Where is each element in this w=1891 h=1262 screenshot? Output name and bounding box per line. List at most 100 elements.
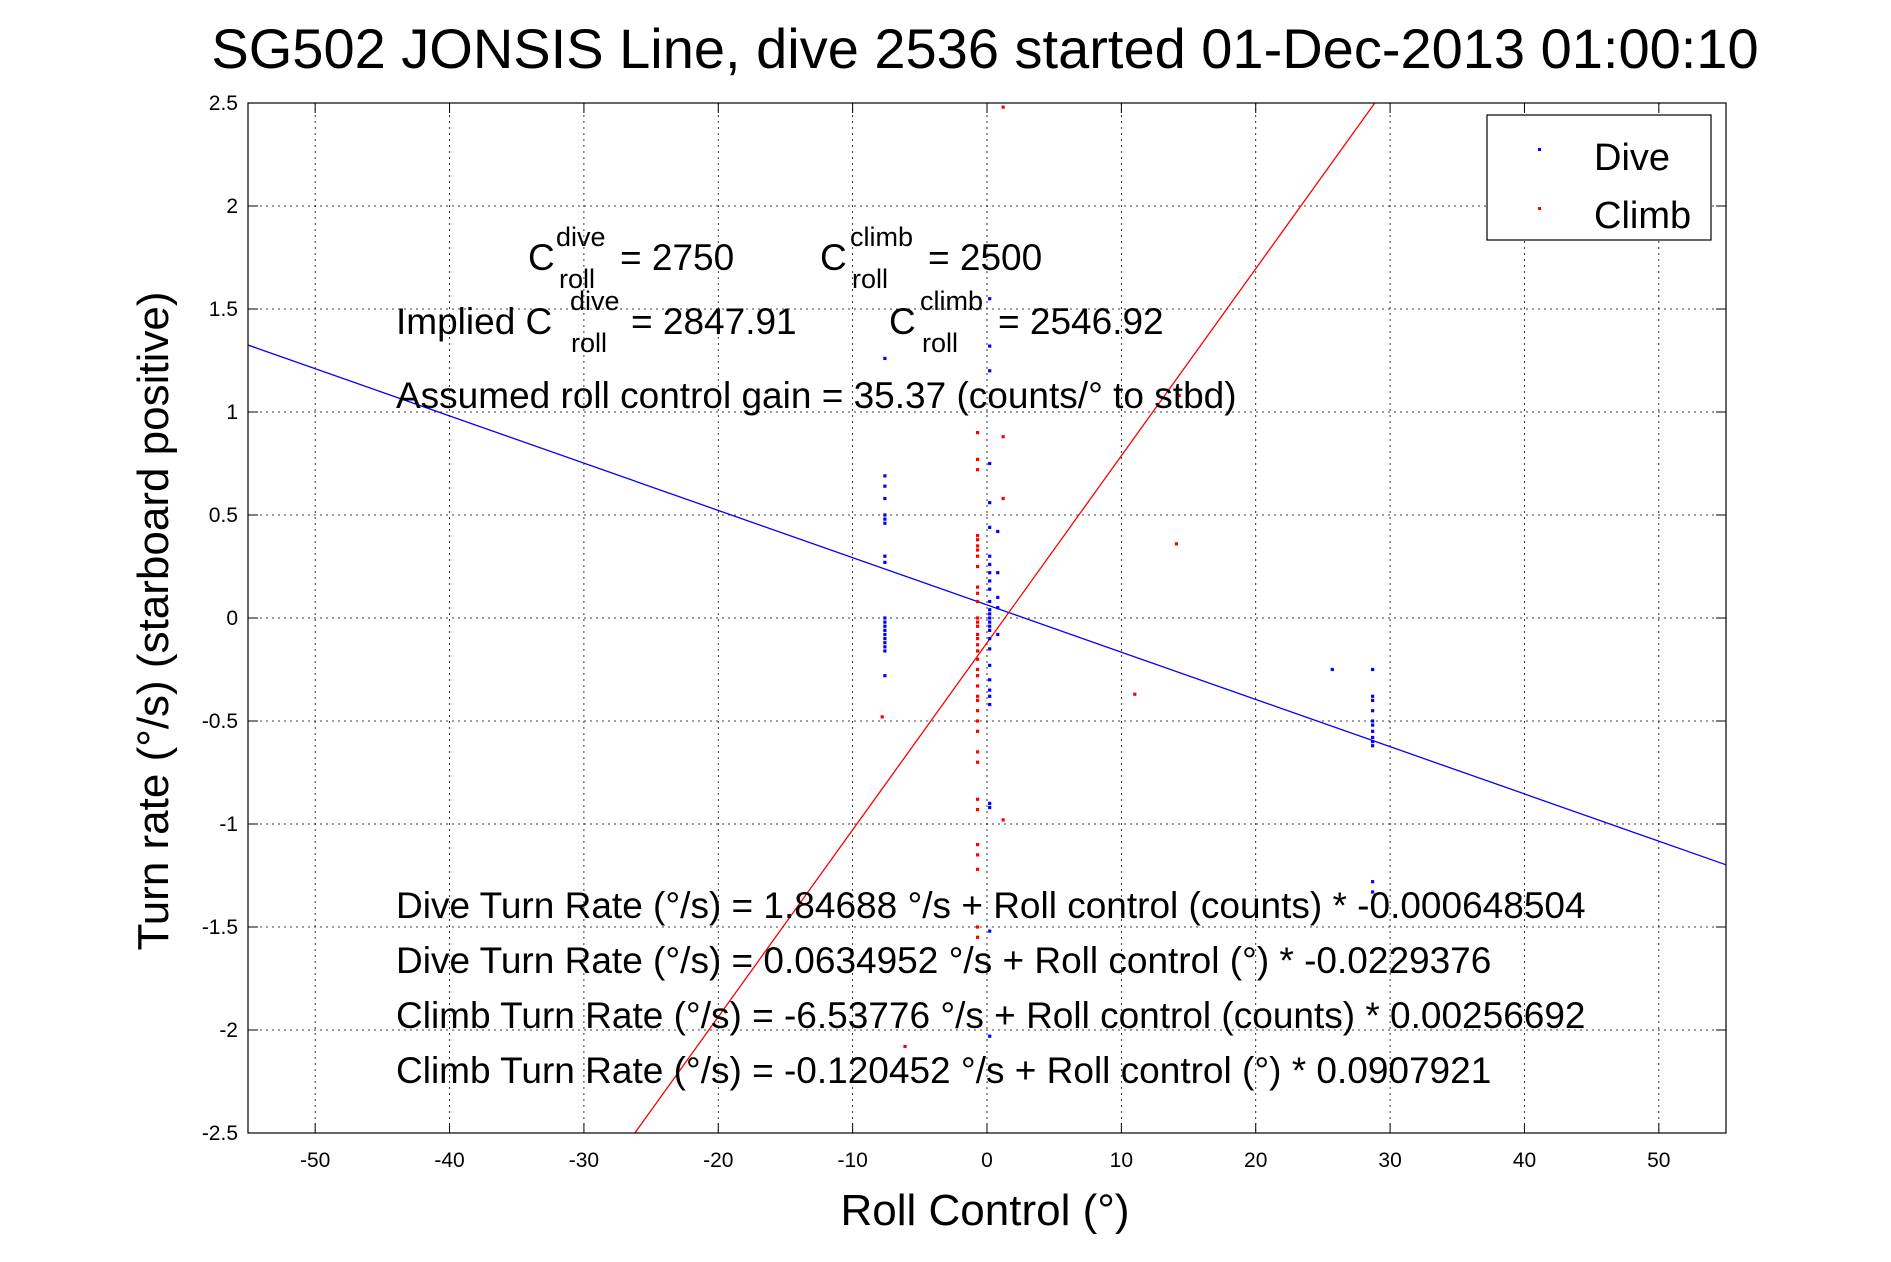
dive-point [883,628,887,632]
climb-point [975,843,980,847]
climb-point [975,729,980,733]
dive-point [988,369,992,373]
dive-point [883,474,887,478]
x-tick-label: -20 [703,1149,733,1172]
dive-point [996,571,1000,575]
annotation-eq4: Climb Turn Rate (°/s) = -0.120452 °/s + … [396,1050,1491,1091]
y-tick-label: -2 [219,1019,238,1042]
axis-ticks: -50 -40 -30 -20 -10 0 10 20 30 40 50 2.5 2 1.5 1 0.5 0 -0… [202,92,1726,1172]
y-tick-label: 2.5 [209,92,238,115]
fit-line-climb-fit [634,102,1376,1134]
legend-box [1486,114,1712,241]
y-tick-label: 0 [226,607,238,630]
climb-point [975,534,980,538]
fit-lines [247,102,1727,1134]
annotation-implied-dive-value: = 2847.91 [631,301,797,342]
dive-point [1371,698,1375,702]
legend: Dive Climb [1486,114,1712,241]
climb-point [975,620,980,624]
dive-point [996,632,1000,637]
climb-point [975,624,980,628]
y-tick-label: 1 [226,401,238,424]
annotation-c-roll-climb: C climb roll = 2500 [820,222,1042,294]
dive-point [1371,740,1375,744]
y-axis-label: Turn rate (°/s) (starboard positive) [129,291,178,950]
y-tick-label: -0.5 [202,710,238,733]
dive-point [988,612,992,616]
climb-point [975,468,980,472]
climb-point [975,684,980,688]
annotation-implied-climb-sup: climb [920,286,983,316]
climb-point [975,649,980,653]
x-tick-label: -40 [434,1149,464,1172]
annotation-implied-climb-prefix: C [889,301,916,342]
dive-point [883,356,887,361]
dive-point [883,517,887,521]
annotation-eq2: Dive Turn Rate (°/s) = 0.0634952 °/s + R… [396,940,1491,981]
dive-point [988,599,992,604]
climb-point [975,760,980,764]
dive-point [1371,890,1375,894]
dive-point [883,484,887,488]
dive-point [988,688,992,692]
climb-point [975,564,980,569]
climb-point [975,585,980,589]
y-tick-label: 1.5 [209,298,238,321]
dive-point [988,587,992,591]
x-tick-label: 50 [1647,1149,1670,1172]
climb-point [975,925,980,929]
climb-point [1174,542,1179,546]
dive-point [1371,719,1375,723]
dive-point [883,554,887,558]
data-points [880,105,1375,1049]
dive-point [883,560,887,564]
dive-point [988,571,992,575]
dive-point [1371,694,1375,698]
dive-point [1371,723,1375,727]
climb-point [975,867,980,871]
annotation-implied-dive-sup: dive [570,286,620,316]
x-tick-label: -50 [300,1149,330,1172]
dive-point [988,624,992,628]
dive-point [988,678,992,682]
dive-point [1371,744,1375,748]
y-tick-label: 2 [226,195,238,218]
x-tick-label: -10 [837,1149,867,1172]
y-tick-label: -1 [219,813,238,836]
dive-point [883,674,887,678]
annotation-implied-prefix: Implied C [396,301,552,342]
climb-point [975,616,980,620]
dive-point [883,513,887,517]
climb-point [975,643,980,647]
dive-point [883,496,887,501]
climb-point [1001,105,1005,109]
y-tick-label: -2.5 [202,1122,238,1145]
dive-point [988,554,992,558]
climb-point [975,750,980,754]
dive-point [883,645,887,649]
x-tick-label: 30 [1378,1149,1401,1172]
climb-point [1001,435,1005,439]
annotation-implied: Implied C dive roll = 2847.91 C climb ro… [396,286,1164,358]
dive-point [988,562,992,567]
climb-point [903,1044,907,1049]
annotation-c-roll-dive: C dive roll = 2750 [528,222,734,294]
dive-point [988,637,992,641]
climb-point [975,457,980,461]
dive-point [883,637,887,641]
dive-point [988,801,992,805]
dive-point [883,632,887,637]
climb-point [1001,818,1005,822]
annotation-c-roll-climb-prefix: C [820,237,847,278]
x-tick-label: -30 [569,1149,599,1172]
dive-point [988,694,992,698]
climb-point [975,807,980,812]
climb-point [975,538,980,542]
fit-line-dive-fit [247,344,1727,866]
dive-point [883,641,887,645]
annotation-implied-climb-sub: roll [922,328,958,358]
dive-point [883,521,887,525]
annotation-implied-climb-value: = 2546.92 [998,301,1164,342]
climb-point [1177,393,1181,398]
climb-point [975,637,980,641]
